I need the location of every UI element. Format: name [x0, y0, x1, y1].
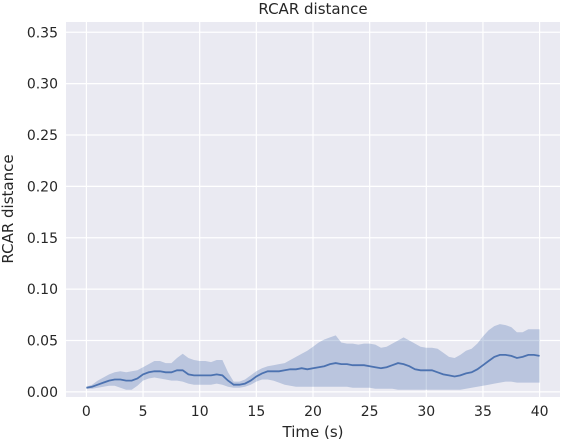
- y-tick-label: 0.30: [27, 77, 58, 93]
- y-tick-label: 0.25: [27, 128, 58, 144]
- y-tick-label: 0.20: [27, 179, 58, 195]
- y-tick-label: 0.15: [27, 231, 58, 247]
- x-tick-label: 15: [247, 404, 265, 420]
- x-tick-label: 40: [531, 404, 549, 420]
- y-tick-label: 0.05: [27, 333, 58, 349]
- y-tick-labels: 0.00 0.05 0.10 0.15 0.20 0.25 0.30 0.35: [27, 25, 58, 401]
- confidence-band: [86, 324, 540, 390]
- x-tick-labels: 0 5 10 15 20 25 30 35 40: [82, 404, 549, 420]
- mean-line: [86, 354, 540, 389]
- grid-lines: [66, 22, 560, 397]
- x-tick-label: 25: [361, 404, 379, 420]
- chart-title: RCAR distance: [258, 0, 367, 18]
- x-tick-label: 30: [417, 404, 435, 420]
- x-tick-label: 35: [474, 404, 492, 420]
- y-tick-label: 0.00: [27, 385, 58, 401]
- y-tick-label: 0.35: [27, 25, 58, 41]
- x-tick-label: 0: [82, 404, 91, 420]
- x-tick-label: 5: [139, 404, 148, 420]
- y-axis-label: RCAR distance: [0, 154, 17, 263]
- x-tick-label: 10: [191, 404, 209, 420]
- x-axis-label: Time (s): [282, 423, 344, 441]
- y-tick-label: 0.10: [27, 282, 58, 298]
- x-tick-label: 20: [304, 404, 322, 420]
